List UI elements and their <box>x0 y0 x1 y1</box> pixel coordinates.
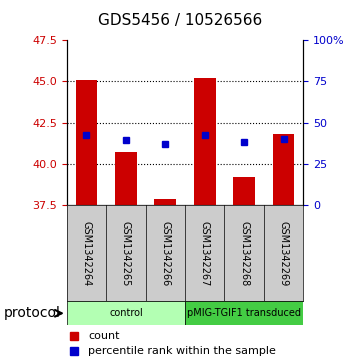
Text: count: count <box>88 331 119 341</box>
Text: control: control <box>109 308 143 318</box>
Text: GSM1342266: GSM1342266 <box>160 221 170 286</box>
Text: GDS5456 / 10526566: GDS5456 / 10526566 <box>99 13 262 28</box>
Text: pMIG-TGIF1 transduced: pMIG-TGIF1 transduced <box>187 308 301 318</box>
Bar <box>194 78 216 205</box>
Bar <box>155 199 176 205</box>
Bar <box>76 80 97 205</box>
Bar <box>115 152 137 205</box>
Text: percentile rank within the sample: percentile rank within the sample <box>88 346 276 356</box>
Text: GSM1342265: GSM1342265 <box>121 220 131 286</box>
Bar <box>273 134 294 205</box>
Bar <box>67 301 185 325</box>
Bar <box>233 177 255 205</box>
Text: GSM1342267: GSM1342267 <box>200 220 210 286</box>
Text: protocol: protocol <box>4 306 61 320</box>
Text: GSM1342269: GSM1342269 <box>279 221 288 286</box>
Text: GSM1342264: GSM1342264 <box>82 221 91 286</box>
Bar <box>185 301 303 325</box>
Text: GSM1342268: GSM1342268 <box>239 221 249 286</box>
